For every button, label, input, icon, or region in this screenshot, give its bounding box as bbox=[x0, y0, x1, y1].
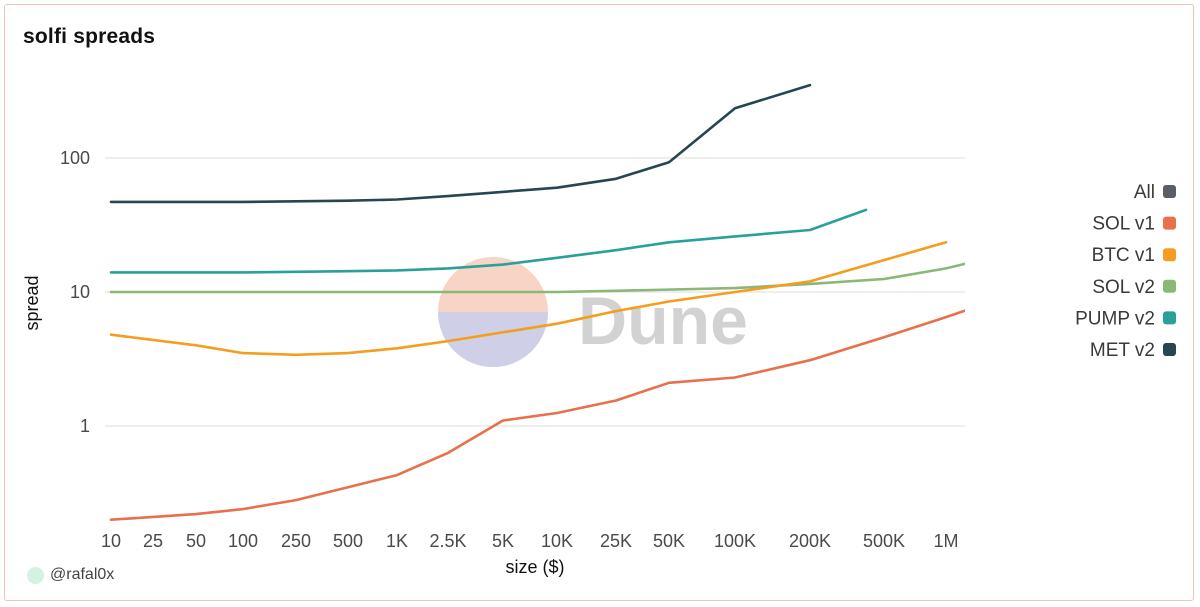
avatar bbox=[27, 566, 44, 584]
legend-swatch bbox=[1163, 185, 1176, 198]
x-tick-label: 500 bbox=[333, 531, 363, 551]
legend-swatch bbox=[1163, 248, 1176, 262]
y-tick-label: 10 bbox=[70, 282, 90, 302]
legend-swatch bbox=[1163, 279, 1176, 293]
dune-watermark: Dune bbox=[438, 257, 748, 367]
chart-title: solfi spreads bbox=[23, 25, 156, 48]
legend-item[interactable]: All bbox=[1134, 182, 1176, 203]
x-tick-label: 2.5K bbox=[429, 531, 466, 551]
watermark-text: Dune bbox=[578, 283, 748, 359]
x-tick-label: 100K bbox=[714, 531, 756, 551]
x-tick-label: 10K bbox=[541, 531, 573, 551]
legend-item[interactable]: SOL v1 bbox=[1092, 214, 1176, 235]
watermark-circle-bottom bbox=[438, 312, 548, 367]
chart-card: solfi spreads @rafal0x bbox=[4, 4, 1194, 601]
x-tick-label: 50K bbox=[653, 531, 685, 551]
x-axis-label: size ($) bbox=[505, 557, 564, 577]
x-tick-label: 100 bbox=[228, 531, 258, 551]
series-line-sol-v2 bbox=[109, 262, 965, 294]
x-tick-label: 50 bbox=[186, 531, 206, 551]
x-tick-label: 1M bbox=[933, 531, 958, 551]
legend-swatch bbox=[1163, 311, 1176, 325]
legend-item[interactable]: SOL v2 bbox=[1092, 277, 1176, 298]
legend-label: All bbox=[1134, 182, 1155, 203]
x-tick-label: 200K bbox=[789, 531, 831, 551]
x-tick-label: 25 bbox=[143, 531, 163, 551]
series-line-met-v2 bbox=[109, 83, 812, 204]
x-tick-label: 25K bbox=[600, 531, 632, 551]
author-credit[interactable]: @rafal0x bbox=[27, 566, 114, 584]
author-handle: @rafal0x bbox=[50, 566, 115, 583]
x-tick-label: 5K bbox=[492, 531, 514, 551]
legend-label: SOL v2 bbox=[1092, 277, 1155, 298]
x-tick-label: 250 bbox=[281, 531, 311, 551]
x-tick-label: 1K bbox=[386, 531, 408, 551]
legend-label: BTC v1 bbox=[1092, 245, 1155, 266]
legend-item[interactable]: PUMP v2 bbox=[1075, 308, 1176, 329]
legend-label: PUMP v2 bbox=[1075, 308, 1155, 329]
legend-item[interactable]: BTC v1 bbox=[1092, 245, 1176, 266]
legend-item[interactable]: MET v2 bbox=[1090, 340, 1176, 361]
series-line-pump-v2 bbox=[109, 208, 868, 274]
x-tick-label: 10 bbox=[101, 531, 121, 551]
legend-swatch bbox=[1163, 216, 1176, 230]
series-line-btc-v1 bbox=[109, 241, 948, 357]
legend-swatch bbox=[1163, 343, 1176, 356]
y-tick-label: 100 bbox=[60, 148, 90, 168]
series-line-sol-v1 bbox=[109, 309, 965, 521]
y-tick-label: 1 bbox=[80, 416, 90, 436]
legend-label: MET v2 bbox=[1090, 340, 1155, 361]
x-tick-label: 500K bbox=[863, 531, 905, 551]
legend-label: SOL v1 bbox=[1092, 214, 1155, 235]
y-axis-label: spread bbox=[22, 275, 42, 330]
